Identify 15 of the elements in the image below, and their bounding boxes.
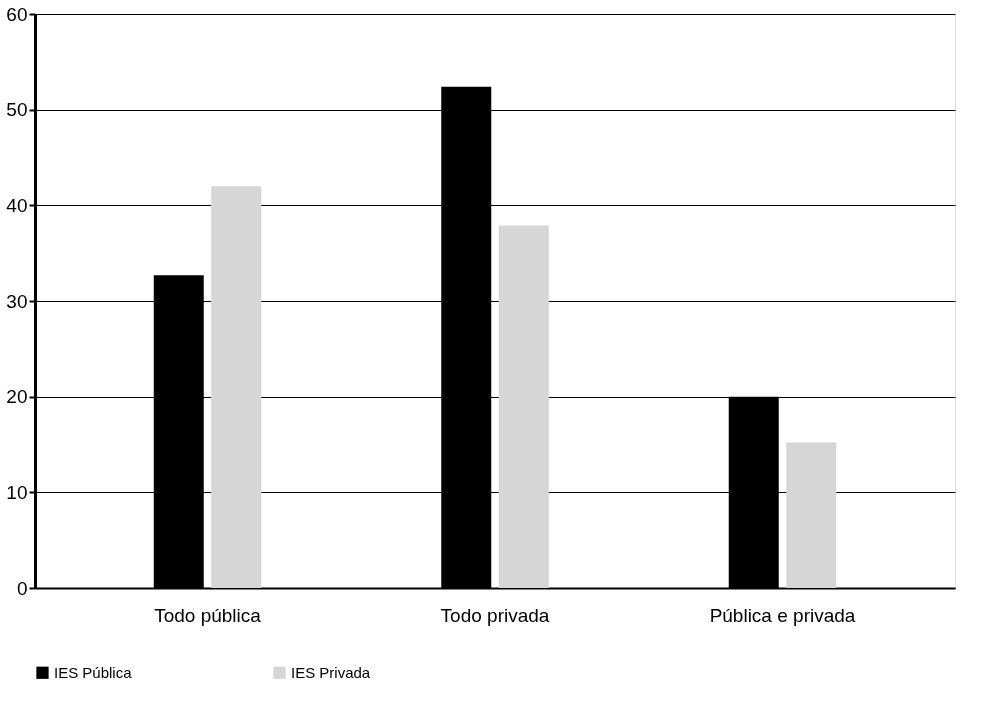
x-tick-label: Pública e privada [709, 604, 856, 626]
y-tick-label: 0 [16, 577, 28, 599]
y-tick-label: 10 [6, 481, 28, 503]
y-tick-label: 20 [6, 386, 28, 408]
bar [211, 186, 262, 588]
y-tick-label: 40 [6, 194, 28, 216]
y-tick-label: 60 [6, 3, 28, 25]
x-tick-label: Todo pública [154, 604, 262, 626]
bar [786, 442, 837, 588]
bar [498, 225, 549, 588]
y-tick-label: 50 [6, 99, 28, 121]
legend-label: IES Pública [54, 663, 133, 681]
x-tick-label: Todo privada [440, 604, 550, 626]
legend-label: IES Privada [291, 663, 371, 681]
y-tick-label: 30 [6, 290, 28, 312]
